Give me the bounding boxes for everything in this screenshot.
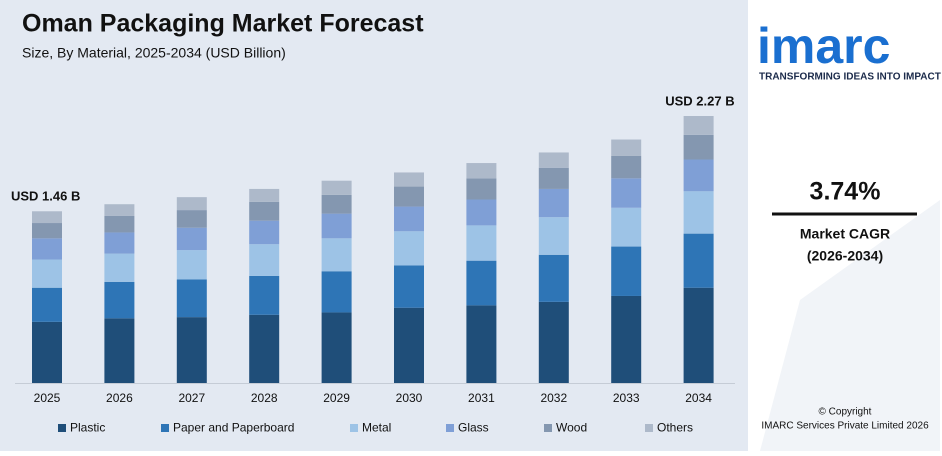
cagr-value: 3.74% <box>810 178 881 206</box>
annotation: USD 1.46 B <box>11 189 80 204</box>
company: IMARC Services Private Limited 2026 <box>761 421 929 432</box>
bar-segment <box>394 206 424 232</box>
bar-segment <box>466 199 497 226</box>
legend-swatch <box>58 424 66 432</box>
bar-segment <box>32 223 62 239</box>
bar-segment <box>249 201 280 221</box>
bar-segment <box>321 194 352 214</box>
bar-segment <box>538 152 569 168</box>
bar-segment <box>683 233 714 288</box>
bar-segment <box>394 172 424 187</box>
legend-label: Paper and Paperboard <box>173 421 294 435</box>
x-tick-label: 2028 <box>251 391 278 405</box>
bar-segment <box>466 260 497 306</box>
bar-segment <box>611 178 642 208</box>
bar-segment <box>611 246 642 296</box>
bar-segment <box>321 180 352 195</box>
x-tick-label: 2034 <box>685 391 712 405</box>
bar-segment <box>104 215 135 233</box>
bar-segment <box>321 238 352 272</box>
chart-subtitle: Size, By Material, 2025-2034 (USD Billio… <box>22 45 286 61</box>
legend-label: Glass <box>458 421 489 435</box>
x-tick-label: 2031 <box>468 391 495 405</box>
legend-swatch <box>446 424 454 432</box>
bar-segment <box>611 207 642 247</box>
legend-swatch <box>350 424 358 432</box>
bar-segment <box>466 225 497 261</box>
legend-label: Metal <box>362 421 391 435</box>
bar-segment <box>394 265 424 308</box>
bar-segment <box>538 301 569 383</box>
bar-segment <box>104 232 135 254</box>
bar-segment <box>466 305 497 383</box>
bar-segment <box>611 139 642 156</box>
chart-title: Oman Packaging Market Forecast <box>22 10 424 38</box>
x-tick-label: 2030 <box>396 391 423 405</box>
bar-segment <box>176 279 207 318</box>
bar-segment <box>249 244 280 276</box>
bar-segment <box>683 159 714 192</box>
bar-segment <box>32 238 62 260</box>
cagr-period: (2026-2034) <box>807 248 883 264</box>
bar-segment <box>611 155 642 179</box>
bar-segment <box>683 191 714 234</box>
bar-segment <box>104 204 135 216</box>
copyright: © Copyright <box>819 407 872 418</box>
bar-segment <box>104 281 135 319</box>
bar-segment <box>611 295 642 383</box>
bar-segment <box>466 178 497 200</box>
bar-segment <box>683 134 714 160</box>
bar-segment <box>176 250 207 280</box>
bar-segment <box>32 287 62 322</box>
bar-segment <box>683 287 714 383</box>
bar-segment <box>538 167 569 189</box>
annotation: USD 2.27 B <box>665 93 734 108</box>
bar-segment <box>538 188 569 218</box>
x-tick-label: 2029 <box>323 391 350 405</box>
bar-segment <box>176 210 207 228</box>
bar-segment <box>321 312 352 383</box>
bar-segment <box>104 318 135 383</box>
bar-segment <box>176 197 207 211</box>
bar-segment <box>176 227 207 251</box>
bar-segment <box>321 271 352 313</box>
bar-segment <box>683 116 714 135</box>
bar-segment <box>249 188 280 202</box>
x-tick-label: 2025 <box>34 391 61 405</box>
bar-segment <box>249 314 280 383</box>
bar-segment <box>249 220 280 245</box>
bar-segment <box>394 186 424 207</box>
logo: imarc <box>757 18 890 74</box>
bar-segment <box>394 307 424 383</box>
bar-segment <box>538 217 569 255</box>
legend-swatch <box>544 424 552 432</box>
legend-label: Others <box>657 421 693 435</box>
x-tick-label: 2032 <box>540 391 567 405</box>
legend-label: Plastic <box>70 421 105 435</box>
bar-segment <box>32 211 62 224</box>
bar-segment <box>321 213 352 239</box>
bar-segment <box>32 259 62 288</box>
bar-segment <box>538 254 569 302</box>
x-tick-label: 2026 <box>106 391 133 405</box>
x-tick-label: 2027 <box>178 391 205 405</box>
sidebar-decoration <box>760 200 940 451</box>
legend-swatch <box>645 424 653 432</box>
bar-segment <box>394 231 424 266</box>
bar-segment <box>176 317 207 383</box>
bar-segment <box>249 275 280 315</box>
x-tick-label: 2033 <box>613 391 640 405</box>
bar-segment <box>32 321 62 383</box>
legend-swatch <box>161 424 169 432</box>
cagr-label: Market CAGR <box>800 226 890 242</box>
bar-segment <box>104 253 135 282</box>
tagline: TRANSFORMING IDEAS INTO IMPACT <box>759 72 941 83</box>
legend-label: Wood <box>556 421 587 435</box>
bar-segment <box>466 163 497 179</box>
